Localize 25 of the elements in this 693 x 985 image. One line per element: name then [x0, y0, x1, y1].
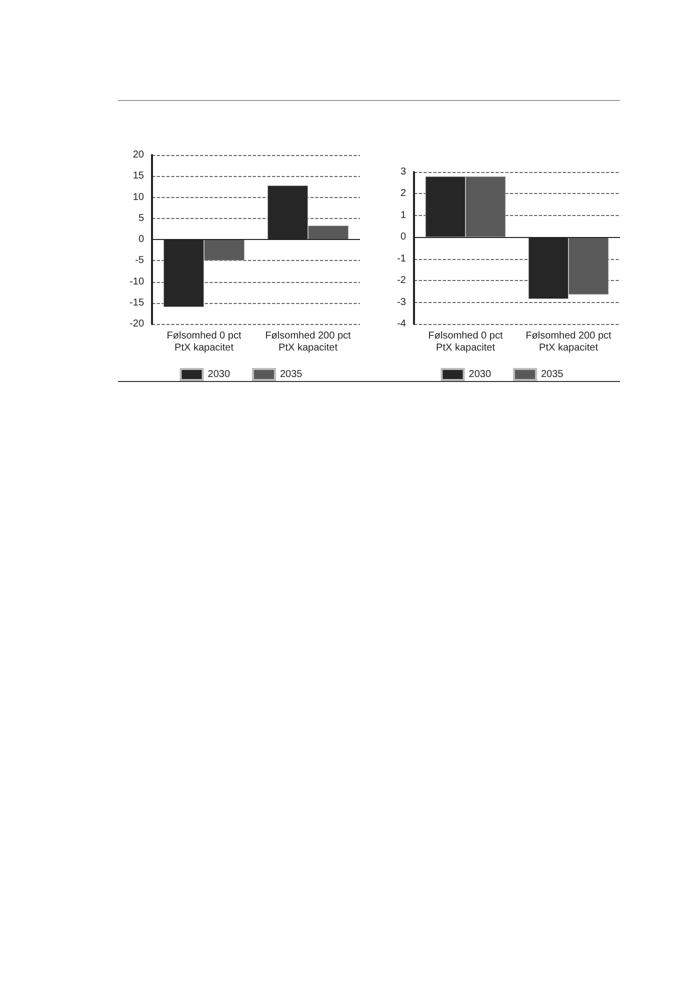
y-tick-label: 5	[138, 212, 144, 224]
y-tick-label: -10	[130, 276, 144, 288]
y-tick-label: -2	[397, 275, 406, 286]
y-tick-label: -5	[135, 255, 144, 266]
y-tick-label: 1	[400, 210, 406, 221]
y-tick-label: 3	[400, 166, 406, 178]
x-tick-label: Følsomhed 200 pct PtX kapacitet	[526, 330, 612, 354]
x-tick-label: Følsomhed 200 pct PtX kapacitet	[265, 330, 352, 354]
y-tick-label: 2	[400, 188, 406, 200]
legend-label: 2030	[208, 369, 230, 380]
legend-label: 2035	[280, 369, 303, 380]
y-tick-label: -1	[397, 253, 406, 264]
y-tick-label: 20	[132, 150, 144, 160]
x-tick-label: Følsomhed 0 pct PtX kapacitet	[166, 330, 242, 354]
legend-label: 2030	[468, 369, 492, 380]
y-tick-label: -20	[130, 318, 144, 330]
legend-label: 2035	[541, 369, 564, 380]
y-tick-label: 0	[138, 234, 144, 245]
y-tick-label: 0	[400, 232, 406, 243]
x-tick-label: Følsomhed 0 pct PtX kapacitet	[428, 330, 503, 354]
y-tick-label: 15	[132, 170, 144, 182]
y-tick-label: -3	[397, 296, 406, 308]
y-tick-label: -4	[397, 318, 406, 330]
y-tick-label: -15	[130, 297, 144, 308]
y-tick-label: 10	[132, 192, 144, 203]
